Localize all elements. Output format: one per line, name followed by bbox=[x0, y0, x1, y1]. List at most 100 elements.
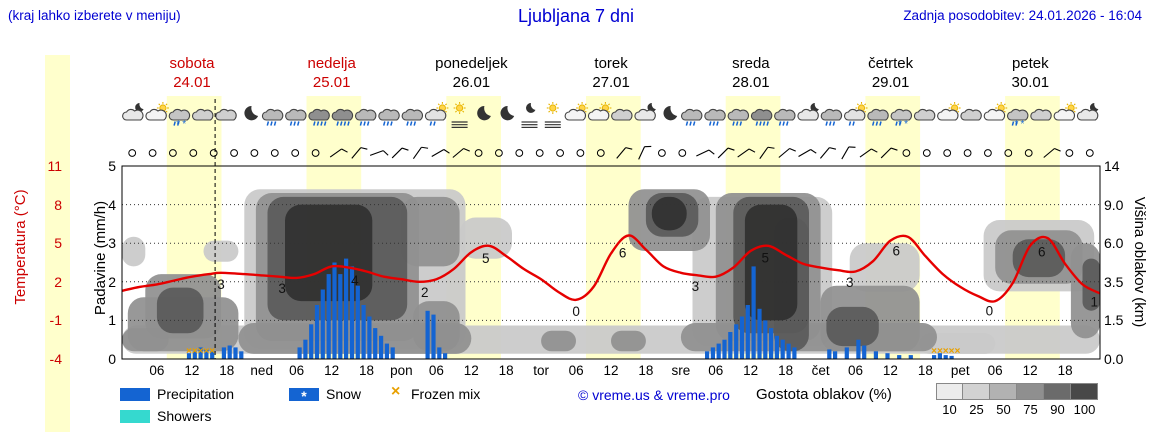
wind-barb-icon bbox=[452, 147, 470, 158]
precip-bar bbox=[379, 335, 384, 359]
frozen-mix-mark: × bbox=[203, 346, 209, 357]
cloud-density-swatch bbox=[963, 383, 990, 400]
precip-bar bbox=[332, 262, 337, 359]
precipitation-swatch bbox=[120, 388, 150, 401]
weather-moon-cloud-icon bbox=[122, 102, 144, 121]
time-axis-label: sre bbox=[671, 363, 691, 378]
day-date: 30.01 bbox=[1011, 74, 1050, 91]
weather-fog-moon-icon bbox=[521, 102, 538, 128]
wind-calm-icon bbox=[678, 149, 687, 157]
temperature-tick: 5 bbox=[54, 235, 62, 252]
weather-cloud-icon bbox=[611, 108, 633, 121]
credit-link[interactable]: © vreme.us & vreme.pro bbox=[578, 387, 730, 403]
temp-value-label: 0 bbox=[572, 304, 580, 319]
precip-bar bbox=[873, 351, 878, 359]
weather-rain-icon bbox=[820, 108, 843, 126]
wind-calm-icon bbox=[148, 149, 157, 157]
frozen-mix-legend-label: Frozen mix bbox=[411, 386, 481, 402]
frozen-mix-mark: × bbox=[943, 346, 949, 357]
wind-calm-icon bbox=[209, 149, 218, 157]
day-header: torek 27.01 bbox=[541, 54, 681, 92]
time-axis-label: 06 bbox=[149, 363, 165, 378]
time-axis-label: ned bbox=[250, 363, 273, 378]
cloud-height-tick: 0.0 bbox=[1104, 351, 1124, 367]
temp-value-label: 3 bbox=[217, 277, 225, 292]
precip-bar bbox=[355, 285, 360, 359]
cloud-density-value: 10 bbox=[942, 402, 957, 417]
precipitation-tick: 5 bbox=[108, 158, 116, 174]
svg-text:*: * bbox=[182, 119, 186, 130]
frozen-mix-mark: × bbox=[949, 346, 955, 357]
weather-rain-icon bbox=[727, 108, 750, 126]
frozen-mix-mark: × bbox=[192, 346, 198, 357]
cloud-density-step: 75 bbox=[1017, 383, 1044, 417]
precip-bar bbox=[227, 345, 232, 359]
precip-bar bbox=[192, 351, 197, 359]
frozen-mix-mark: × bbox=[931, 346, 937, 357]
wind-calm-icon bbox=[1024, 149, 1033, 157]
wind-barb-icon bbox=[412, 146, 429, 160]
wind-barb-icon bbox=[859, 148, 878, 158]
precip-bar bbox=[367, 316, 372, 359]
weather-moon-cloud-icon bbox=[634, 102, 656, 121]
precip-bar bbox=[763, 320, 768, 359]
weather-sleet-icon: * * bbox=[168, 108, 191, 130]
svg-text:*: * bbox=[1021, 119, 1025, 130]
time-axis-label: 18 bbox=[638, 363, 654, 378]
weather-cloud-icon bbox=[1030, 108, 1052, 121]
day-name: četrtek bbox=[868, 55, 914, 72]
day-name: ponedeljek bbox=[435, 55, 508, 72]
wind-calm-icon bbox=[128, 149, 137, 157]
wind-calm-icon bbox=[963, 149, 972, 157]
temp-value-label: 5 bbox=[482, 251, 490, 266]
showers-swatch bbox=[120, 410, 150, 423]
temp-value-label: 1 bbox=[1090, 294, 1098, 309]
wind-barb-icon bbox=[351, 147, 368, 159]
precip-bar bbox=[239, 351, 244, 359]
precip-bar bbox=[786, 343, 791, 359]
cloud-density-scale: 10 25 50 75 90 100 bbox=[936, 383, 1098, 417]
wind-barb-icon bbox=[616, 147, 633, 159]
cloud-density-label: Gostota oblakov (%) bbox=[756, 386, 892, 403]
precip-bar bbox=[710, 347, 715, 359]
weather-rain-icon bbox=[704, 108, 726, 126]
temp-value-label: 3 bbox=[846, 275, 854, 290]
precip-bar bbox=[361, 305, 366, 359]
snow-legend-label: Snow bbox=[326, 386, 362, 402]
day-date: 28.01 bbox=[732, 74, 770, 91]
cloud-blob bbox=[651, 196, 687, 231]
frozen-mix-mark: × bbox=[209, 346, 215, 357]
precip-bar bbox=[728, 332, 733, 359]
precip-bar bbox=[437, 347, 442, 359]
precip-bar bbox=[827, 349, 832, 359]
precip-bar bbox=[431, 314, 436, 359]
temperature-tick: 8 bbox=[54, 196, 62, 213]
weather-cloud-icon bbox=[191, 108, 214, 121]
precip-bar bbox=[908, 355, 913, 359]
time-axis-label: 06 bbox=[708, 363, 724, 378]
time-axis-label: 18 bbox=[1057, 363, 1073, 378]
wind-calm-icon bbox=[311, 149, 320, 157]
cloud-blob bbox=[849, 243, 920, 292]
temperature-tick: -1 bbox=[49, 312, 62, 329]
wind-barb-icon bbox=[638, 145, 652, 160]
weather-cloud-icon bbox=[913, 108, 936, 121]
precip-bar bbox=[344, 258, 349, 359]
time-axis-label: 18 bbox=[917, 363, 933, 378]
precip-bar bbox=[443, 353, 448, 359]
wind-barb-icon bbox=[717, 147, 735, 159]
time-axis-label: 18 bbox=[498, 363, 514, 378]
precip-bar bbox=[198, 347, 203, 359]
weather-rain-icon bbox=[401, 108, 424, 126]
snow-swatch: * bbox=[289, 388, 319, 403]
precip-bar bbox=[722, 339, 727, 359]
weather-rain-icon bbox=[774, 108, 796, 126]
precip-bar bbox=[326, 274, 331, 359]
precipitation-tick: 2 bbox=[108, 273, 116, 290]
weather-moon-icon bbox=[477, 105, 491, 121]
precip-bar bbox=[349, 266, 355, 359]
weather-sun-cloud-icon bbox=[937, 102, 961, 121]
cloud-blob bbox=[156, 287, 204, 334]
cloud-height-tick: 14 bbox=[1104, 158, 1120, 174]
day-date: 25.01 bbox=[312, 74, 351, 91]
